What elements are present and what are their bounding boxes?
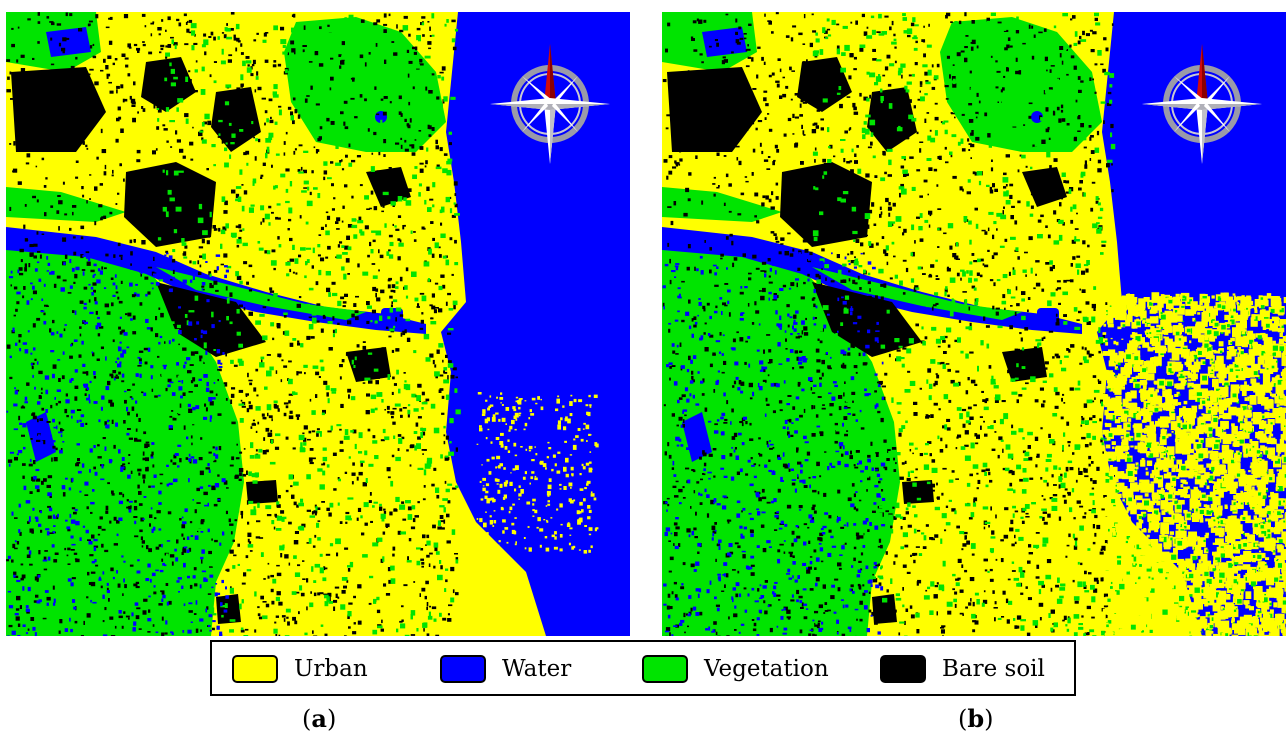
legend-item-bare-soil: Bare soil xyxy=(880,654,1045,684)
north-arrow-compass-icon xyxy=(1140,42,1264,166)
bare-soil-swatch xyxy=(880,655,926,683)
classification-map-a xyxy=(6,12,630,636)
vegetation-swatch xyxy=(642,655,688,683)
land-cover-map-a xyxy=(6,12,630,636)
legend-label: Water xyxy=(502,656,572,682)
legend-label: Urban xyxy=(294,656,368,682)
classification-map-b xyxy=(662,12,1286,636)
land-cover-map-b xyxy=(662,12,1286,636)
legend-item-urban: Urban xyxy=(232,654,368,684)
panel-caption-a: (a) xyxy=(302,704,337,733)
urban-swatch xyxy=(232,655,278,683)
legend-label: Vegetation xyxy=(704,656,829,682)
legend-item-vegetation: Vegetation xyxy=(642,654,829,684)
north-arrow-compass-icon xyxy=(488,42,612,166)
water-swatch xyxy=(440,655,486,683)
panel-caption-b: (b) xyxy=(958,704,994,733)
legend-item-water: Water xyxy=(440,654,571,684)
map-legend: Urban Water Vegetation Bare soil xyxy=(210,640,1076,696)
legend-label: Bare soil xyxy=(942,656,1045,682)
